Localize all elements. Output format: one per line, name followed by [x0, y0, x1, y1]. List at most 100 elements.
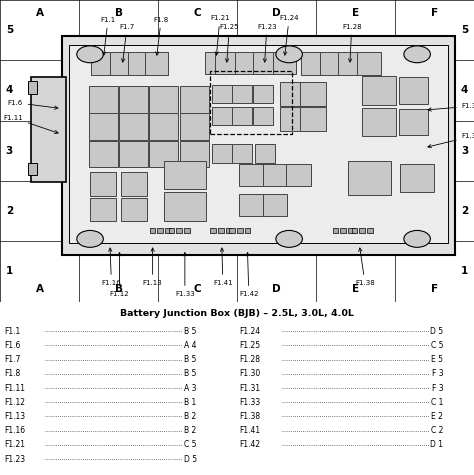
Bar — [226, 228, 231, 233]
Bar — [232, 85, 252, 104]
Bar — [333, 228, 338, 233]
Text: F1.8: F1.8 — [154, 17, 169, 55]
Text: F1.41: F1.41 — [239, 426, 261, 435]
Bar — [212, 85, 232, 104]
Bar — [273, 52, 296, 74]
Bar — [184, 228, 190, 233]
Text: B 2: B 2 — [184, 412, 197, 421]
Text: E 5: E 5 — [431, 355, 443, 364]
Circle shape — [404, 230, 430, 247]
Text: F1.30: F1.30 — [428, 133, 474, 148]
Text: F1.31: F1.31 — [239, 384, 261, 393]
Text: F1.13: F1.13 — [5, 412, 26, 421]
Bar — [263, 194, 287, 217]
Text: D 5: D 5 — [430, 327, 443, 336]
Text: F1.8: F1.8 — [5, 370, 21, 379]
Text: A: A — [36, 8, 44, 18]
Bar — [210, 228, 216, 233]
Text: F1.42: F1.42 — [239, 253, 259, 297]
Text: E: E — [352, 284, 359, 294]
Bar — [210, 71, 292, 134]
Bar — [119, 141, 148, 167]
Bar — [110, 52, 134, 75]
Text: F1.24: F1.24 — [279, 15, 299, 55]
Text: F1.38: F1.38 — [355, 248, 375, 286]
Bar — [90, 198, 116, 221]
Bar — [128, 52, 152, 75]
Text: E 2: E 2 — [431, 412, 443, 421]
Bar — [352, 228, 357, 233]
Bar — [218, 228, 224, 233]
Text: F1.28: F1.28 — [239, 355, 260, 364]
Text: D: D — [272, 8, 281, 18]
Text: F1.13: F1.13 — [143, 248, 163, 286]
Text: C 2: C 2 — [431, 426, 443, 435]
Text: F1.6: F1.6 — [8, 100, 58, 109]
Text: F1.38: F1.38 — [239, 412, 261, 421]
Bar — [89, 114, 118, 140]
Bar — [280, 107, 306, 131]
Bar — [157, 228, 163, 233]
Bar — [362, 76, 396, 105]
Text: 2: 2 — [461, 206, 468, 216]
Bar — [120, 198, 146, 221]
Bar — [253, 85, 273, 104]
Text: F1.30: F1.30 — [239, 370, 261, 379]
Bar — [212, 144, 232, 163]
Text: F1.16: F1.16 — [5, 426, 26, 435]
Bar — [180, 86, 209, 113]
Text: F1.42: F1.42 — [239, 440, 261, 449]
Text: F1.33: F1.33 — [239, 398, 261, 407]
Text: E: E — [352, 8, 359, 18]
Text: B 5: B 5 — [184, 327, 197, 336]
Bar — [164, 161, 206, 189]
Text: F1.7: F1.7 — [119, 24, 135, 62]
Bar — [91, 52, 115, 75]
Bar — [280, 82, 306, 106]
Bar — [164, 192, 206, 221]
Text: C 1: C 1 — [431, 398, 443, 407]
Bar — [340, 228, 346, 233]
Text: 4: 4 — [461, 86, 468, 95]
Bar — [320, 52, 344, 75]
Bar — [229, 228, 235, 233]
Bar — [180, 141, 209, 167]
Bar — [338, 52, 362, 75]
Bar — [90, 172, 116, 196]
Bar — [69, 45, 448, 243]
Text: F1.12: F1.12 — [5, 398, 26, 407]
Text: 3: 3 — [461, 146, 468, 156]
Bar — [300, 82, 326, 106]
Bar — [212, 107, 232, 125]
Text: F1.24: F1.24 — [239, 327, 261, 336]
Bar — [255, 144, 275, 163]
Text: F1.41: F1.41 — [213, 248, 233, 286]
Text: F1.25: F1.25 — [239, 341, 261, 350]
Text: C: C — [194, 8, 201, 18]
Bar — [359, 228, 365, 233]
Bar — [169, 228, 174, 233]
Bar — [362, 108, 396, 136]
Bar — [89, 86, 118, 113]
Text: A 3: A 3 — [184, 384, 197, 393]
Bar — [237, 228, 243, 233]
Bar — [348, 228, 354, 233]
Text: F1.21: F1.21 — [5, 440, 26, 449]
Text: C 5: C 5 — [431, 341, 443, 350]
Bar — [239, 163, 264, 186]
Bar — [150, 228, 155, 233]
Bar — [149, 141, 178, 167]
Bar — [145, 52, 168, 75]
Text: B 1: B 1 — [184, 398, 197, 407]
Text: 3: 3 — [6, 146, 13, 156]
Bar — [62, 36, 455, 255]
Text: B 5: B 5 — [184, 355, 197, 364]
Text: F1.11: F1.11 — [5, 384, 26, 393]
Bar — [165, 228, 171, 233]
Text: F1.25: F1.25 — [219, 24, 239, 62]
Text: D 1: D 1 — [430, 440, 443, 449]
Text: D 5: D 5 — [183, 455, 197, 464]
Bar — [239, 194, 264, 217]
Bar — [215, 52, 238, 74]
Bar — [235, 52, 258, 74]
